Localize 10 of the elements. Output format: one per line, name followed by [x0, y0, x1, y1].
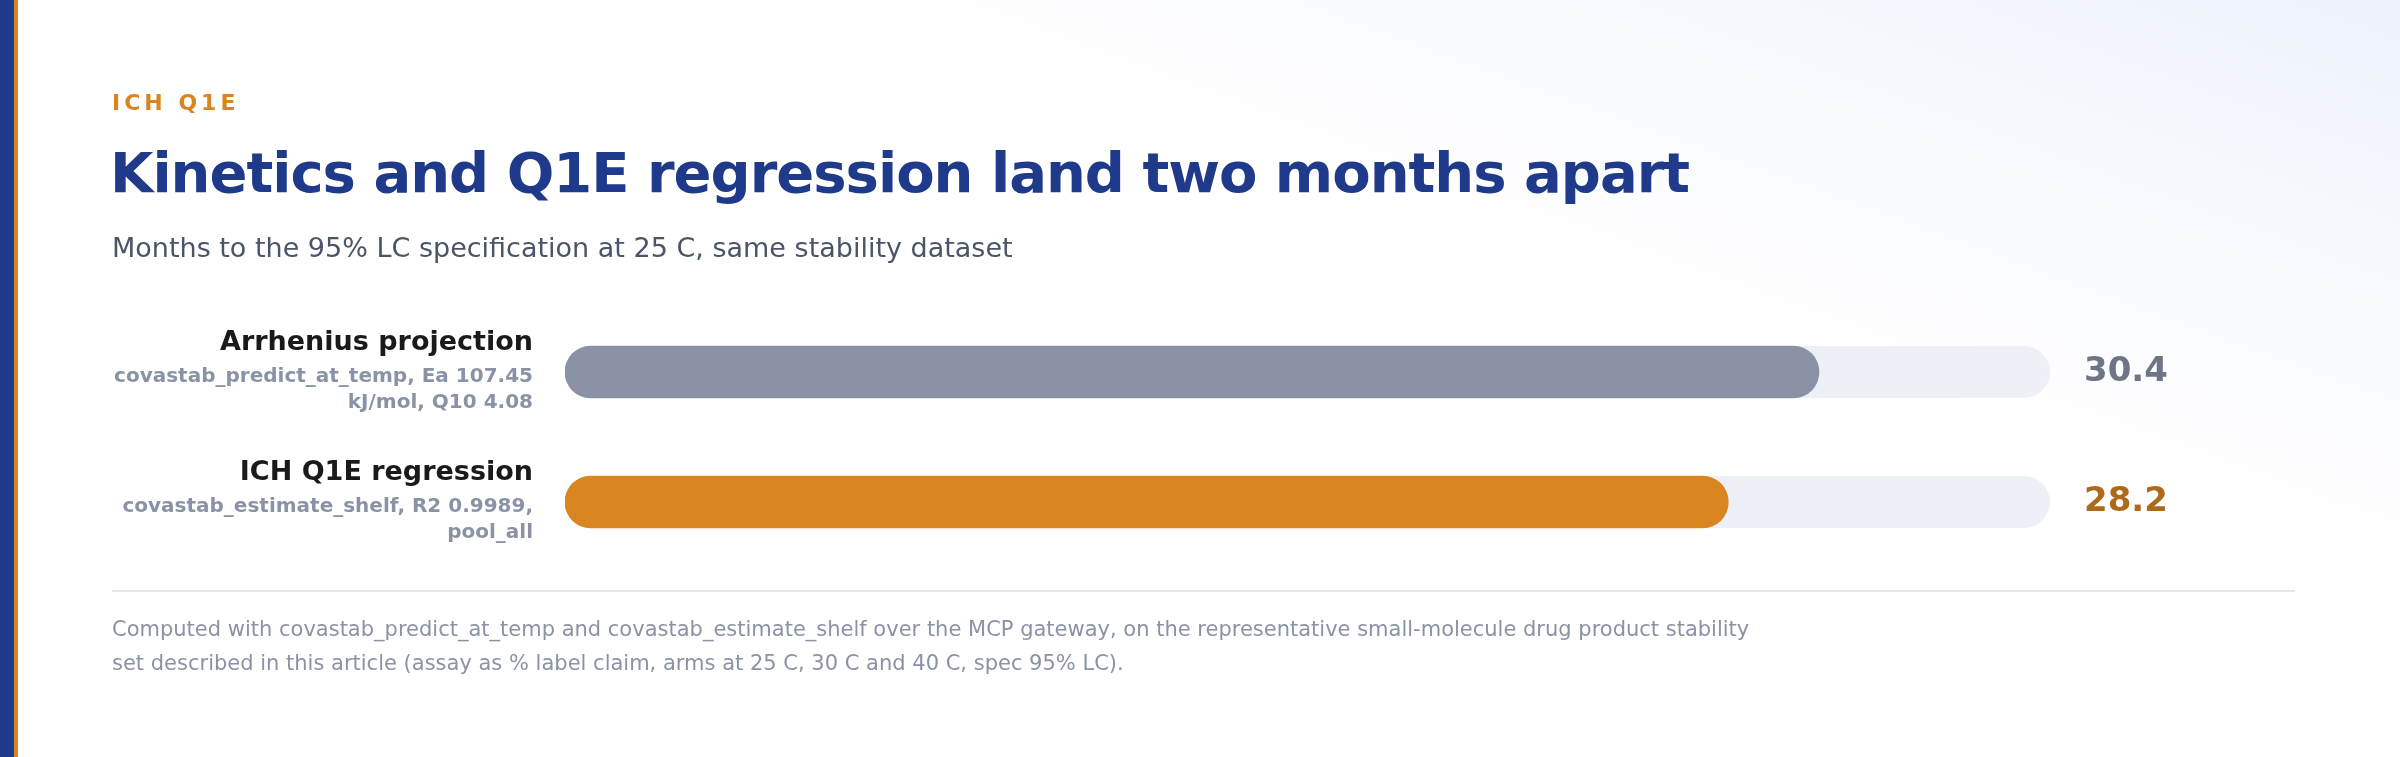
y-tick-label: Arrhenius projection	[220, 325, 533, 357]
data-label: 30.4	[2084, 348, 2168, 389]
text: Computed with covastab_predict_at_temp and covastab_estimate_shelf over the MCP gateway, on the representative small-molecule drug product stability set described in this article (assay as % label claim, arms at 25 C, 30 C and 40 C, spec 95% LC).	[112, 616, 1751, 677]
text: covastab_predict_at_temp, Ea 107.45 kJ/mol, Q10 4.08	[114, 363, 533, 414]
x-axis-title: Months to the 95% LC specification at 25 C, same stability dataset	[112, 232, 1013, 263]
y-tick-label: ICH Q1E regression	[239, 455, 533, 487]
chart-title: Kinetics and Q1E regression land two months apart	[110, 140, 1690, 205]
text: covastab_estimate_shelf, R2 0.9989, pool_all	[122, 493, 533, 544]
data-label: 28.2	[2084, 478, 2168, 519]
text: ICH Q1E	[112, 90, 240, 115]
